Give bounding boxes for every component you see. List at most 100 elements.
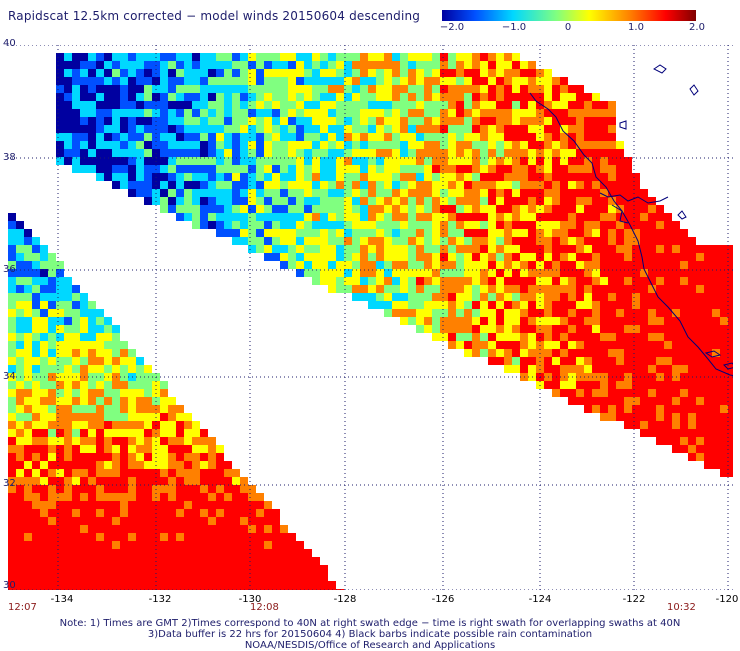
swath-cell [176,477,184,485]
swath-cell [520,261,528,269]
swath-cell [144,533,152,541]
swath-cell [144,189,152,197]
swath-cell [40,317,48,325]
swath-cell [560,253,568,261]
swath-cell [672,333,680,341]
swath-cell [480,349,488,357]
swath-cell [176,445,184,453]
swath-cell [248,557,256,565]
swath-cell [232,93,240,101]
swath-cell [512,261,520,269]
swath-cell [528,109,536,117]
swath-cell [528,349,536,357]
swath-cell [192,557,200,565]
swath-cell [440,61,448,69]
swath-cell [16,221,24,229]
swath-cell [112,573,120,581]
swath-cell [328,109,336,117]
swath-cell [376,93,384,101]
swath-cell [168,205,176,213]
swath-cell [416,61,424,69]
swath-cell [128,165,136,173]
swath-cell [96,381,104,389]
swath-cell [336,125,344,133]
swath-cell [648,205,656,213]
swath-cell [496,229,504,237]
swath-cell [448,109,456,117]
swath-cell [512,189,520,197]
swath-cell [496,357,504,365]
swath-cell [176,541,184,549]
swath-cell [528,77,536,85]
swath-cell [320,573,328,581]
swath-cell [440,229,448,237]
swath-cell [376,77,384,85]
swath-cell [464,221,472,229]
swath-cell [432,125,440,133]
swath-cell [264,565,272,573]
swath-cell [512,301,520,309]
swath-cell [168,453,176,461]
swath-cell [272,533,280,541]
swath-cell [696,445,704,453]
swath-cell [16,333,24,341]
swath-cell [480,301,488,309]
swath-cell [608,189,616,197]
swath-cell [704,381,712,389]
swath-cell [128,85,136,93]
swath-cell [464,157,472,165]
swath-cell [200,565,208,573]
swath-cell [712,357,720,365]
swath-cell [144,493,152,501]
swath-cell [608,261,616,269]
swath-cell [304,213,312,221]
swath-cell [456,69,464,77]
swath-cell [256,61,264,69]
swath-cell [32,277,40,285]
swath-cell [208,445,216,453]
swath-cell [728,245,733,253]
swath-cell [456,229,464,237]
swath-cell [368,109,376,117]
swath-cell [336,221,344,229]
swath-cell [472,221,480,229]
swath-cell [208,461,216,469]
map-title: Rapidscat 12.5km corrected − model winds… [8,9,421,23]
swath-cell [120,437,128,445]
swath-cell [456,149,464,157]
swath-cell [96,173,104,181]
swath-cell [72,301,80,309]
swath-cell [600,333,608,341]
swath-cell [336,189,344,197]
swath-cell [48,301,56,309]
swath-cell [88,413,96,421]
swath-cell [520,141,528,149]
swath-cell [320,141,328,149]
swath-cell [608,101,616,109]
swath-cell [472,237,480,245]
swath-cell [664,413,672,421]
swath-cell [264,101,272,109]
swath-cell [256,189,264,197]
swath-cell [48,397,56,405]
swath-cell [32,469,40,477]
swath-cell [464,245,472,253]
swath-cell [632,397,640,405]
swath-cell [696,293,704,301]
swath-cell [128,453,136,461]
swath-cell [448,261,456,269]
swath-cell [424,213,432,221]
swath-cell [192,541,200,549]
swath-cell [464,309,472,317]
swath-cell [240,573,248,581]
swath-cell [368,205,376,213]
swath-cell [224,117,232,125]
swath-cell [504,221,512,229]
swath-cell [400,53,408,61]
swath-cell [592,133,600,141]
swath-cell [704,309,712,317]
swath-cell [672,437,680,445]
swath-cell [312,69,320,77]
swath-cell [520,245,528,253]
swath-cell [104,573,112,581]
